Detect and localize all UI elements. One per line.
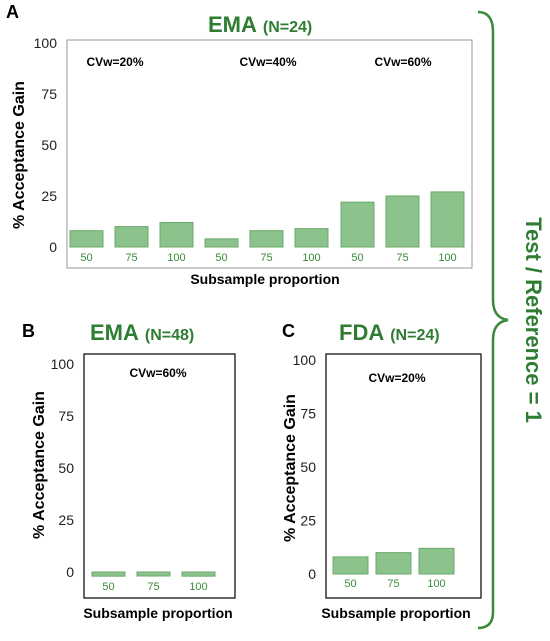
panel-a-bar (294, 228, 329, 248)
panel-a-bar (159, 222, 194, 248)
panel-a-xtick: 75 (125, 252, 137, 264)
panel-a-bar (430, 191, 465, 248)
panel-c-ytick: 100 (293, 352, 317, 368)
panel-a-frame (66, 39, 473, 269)
panel-a-bar (114, 226, 149, 248)
panel-c-bar (375, 552, 412, 575)
panel-a-xtick: 50 (351, 252, 363, 264)
panel-b-title: EMA (N=48) (90, 320, 194, 345)
panel-a: A EMA (N=24) 0 25 50 75 100 CVw=20% 50 75 100 CVw=… (6, 2, 473, 287)
panel-a-xtick: 100 (438, 252, 456, 264)
panel-c-ytick: 25 (300, 513, 316, 529)
panel-c-xtick: 50 (344, 578, 356, 590)
panel-a-group-label: CVw=60% (374, 55, 431, 69)
panel-a-plot-area: 0 25 50 75 100 CVw=20% 50 75 100 CVw=40% 50 75 100 CV… (34, 35, 465, 264)
panel-a-ytick: 75 (41, 86, 57, 102)
panel-c-title-main: FDA (339, 320, 384, 345)
panel-a-ytick: 100 (34, 35, 58, 51)
panel-a-xtick: 75 (396, 252, 408, 264)
panel-c-ytick: 75 (300, 406, 316, 422)
panel-a-ytick: 0 (49, 239, 57, 255)
panel-b-plot-area: 0 25 50 75 100 CVw=60% 50 75 100 (51, 356, 216, 593)
panel-c-title: FDA (N=24) (339, 320, 440, 345)
panel-c-xlabel: Subsample proportion (321, 605, 470, 621)
panel-a-ytick: 25 (41, 188, 57, 204)
panel-a-xlabel: Subsample proportion (190, 271, 339, 287)
panel-b-ytick: 25 (58, 512, 74, 528)
panel-b-letter: B (22, 321, 35, 341)
panel-b: B EMA (N=48) 0 25 50 75 100 CVw=60% 50 75 100 % A… (22, 320, 236, 621)
panel-a-letter: A (6, 2, 19, 22)
panel-a-xtick: 50 (215, 252, 227, 264)
panel-c-bar (418, 547, 455, 575)
panel-b-group-label: CVw=60% (129, 366, 186, 380)
panel-a-xtick: 75 (260, 252, 272, 264)
panel-a-title: EMA (N=24) (208, 12, 312, 37)
panel-a-group-label: CVw=20% (86, 55, 143, 69)
panel-b-xtick: 50 (102, 581, 114, 593)
right-brace (477, 10, 509, 630)
panel-c-group-label: CVw=20% (368, 371, 425, 385)
panel-a-xtick: 100 (167, 252, 185, 264)
panel-b-xtick: 100 (189, 581, 207, 593)
side-label: Test / Reference = 1 (521, 217, 546, 423)
panel-a-bar (249, 230, 284, 248)
panel-b-xtick: 75 (147, 581, 159, 593)
panel-b-bar (181, 571, 216, 577)
panel-b-frame (83, 353, 236, 599)
panel-c-frame (325, 353, 482, 599)
panel-c-xtick: 100 (427, 578, 445, 590)
panel-c-ytick: 0 (308, 566, 316, 582)
panel-c-ylabel: % Acceptance Gain (282, 394, 299, 542)
panel-a-group-label: CVw=40% (239, 55, 296, 69)
panel-b-ytick: 0 (66, 564, 74, 580)
panel-a-title-main: EMA (208, 12, 257, 37)
panel-b-bar (136, 571, 171, 577)
panel-c-bar (332, 556, 369, 575)
panel-b-ylabel: % Acceptance Gain (31, 391, 48, 539)
panel-b-ytick: 75 (58, 408, 74, 424)
panel-b-ytick: 100 (51, 356, 75, 372)
panel-c-plot-area: 0 25 50 75 100 CVw=20% 50 75 100 (293, 352, 455, 590)
panel-c-title-suffix: (N=24) (390, 327, 439, 344)
panel-a-bar (340, 201, 375, 248)
panel-a-ytick: 50 (41, 137, 57, 153)
panel-b-bar (91, 571, 126, 577)
panel-c-ytick: 50 (300, 459, 316, 475)
panel-a-xtick: 50 (80, 252, 92, 264)
panel-b-ytick: 50 (58, 460, 74, 476)
panel-c-letter: C (282, 321, 295, 341)
panel-a-bar (69, 230, 104, 248)
panel-a-bar (385, 195, 420, 248)
panel-b-title-suffix: (N=48) (145, 327, 194, 344)
panel-a-ylabel: % Acceptance Gain (11, 81, 28, 229)
panel-a-bar (204, 238, 239, 248)
panel-c: C FDA (N=24) 0 25 50 75 100 CVw=20% 50 75 100 % A… (282, 320, 482, 621)
panel-b-title-main: EMA (90, 320, 139, 345)
panel-c-xtick: 75 (387, 578, 399, 590)
panel-a-xtick: 100 (302, 252, 320, 264)
panel-a-title-suffix: (N=24) (263, 19, 312, 36)
panel-b-xlabel: Subsample proportion (83, 605, 232, 621)
